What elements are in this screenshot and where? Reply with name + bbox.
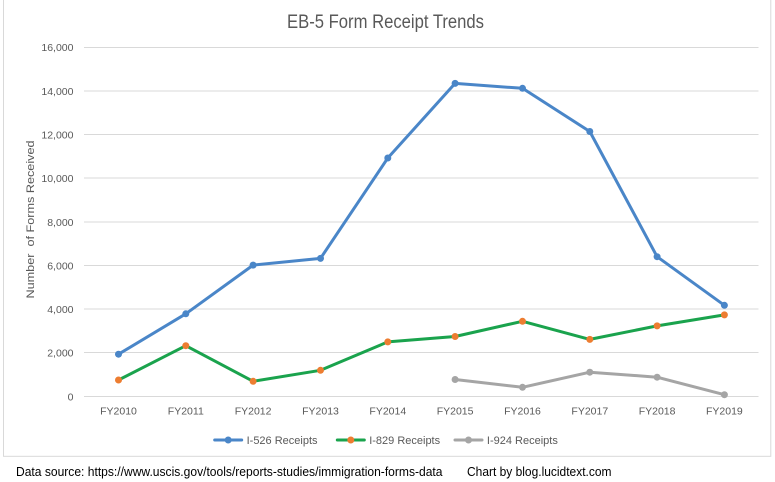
svg-text:0: 0 (68, 391, 74, 403)
svg-text:FY2012: FY2012 (235, 406, 272, 418)
svg-text:FY2014: FY2014 (369, 406, 406, 418)
svg-text:10,000: 10,000 (41, 173, 73, 185)
svg-text:2,000: 2,000 (47, 347, 73, 359)
svg-text:6,000: 6,000 (47, 260, 73, 272)
svg-text:4,000: 4,000 (47, 304, 73, 316)
svg-text:Number of Forms Received: Number of Forms Received (25, 141, 37, 299)
svg-text:14,000: 14,000 (41, 86, 73, 98)
svg-text:Data source: https://www.uscis: Data source: https://www.uscis.gov/tools… (16, 464, 443, 479)
svg-text:I-924 Receipts: I-924 Receipts (487, 435, 558, 447)
svg-text:I-526 Receipts: I-526 Receipts (247, 435, 318, 447)
svg-text:FY2016: FY2016 (504, 406, 541, 418)
svg-text:EB-5 Form Receipt Trends: EB-5 Form Receipt Trends (287, 12, 484, 33)
svg-text:Chart by blog.lucidtext.com: Chart by blog.lucidtext.com (467, 464, 612, 479)
svg-text:FY2017: FY2017 (571, 406, 608, 418)
svg-text:FY2018: FY2018 (639, 406, 676, 418)
svg-text:FY2010: FY2010 (100, 406, 137, 418)
svg-text:FY2015: FY2015 (437, 406, 474, 418)
svg-text:FY2013: FY2013 (302, 406, 339, 418)
svg-text:I-829 Receipts: I-829 Receipts (369, 435, 440, 447)
svg-text:FY2019: FY2019 (706, 406, 743, 418)
svg-text:8,000: 8,000 (47, 217, 73, 229)
svg-text:FY2011: FY2011 (168, 406, 204, 418)
svg-text:16,000: 16,000 (41, 42, 73, 54)
svg-text:12,000: 12,000 (41, 129, 73, 141)
